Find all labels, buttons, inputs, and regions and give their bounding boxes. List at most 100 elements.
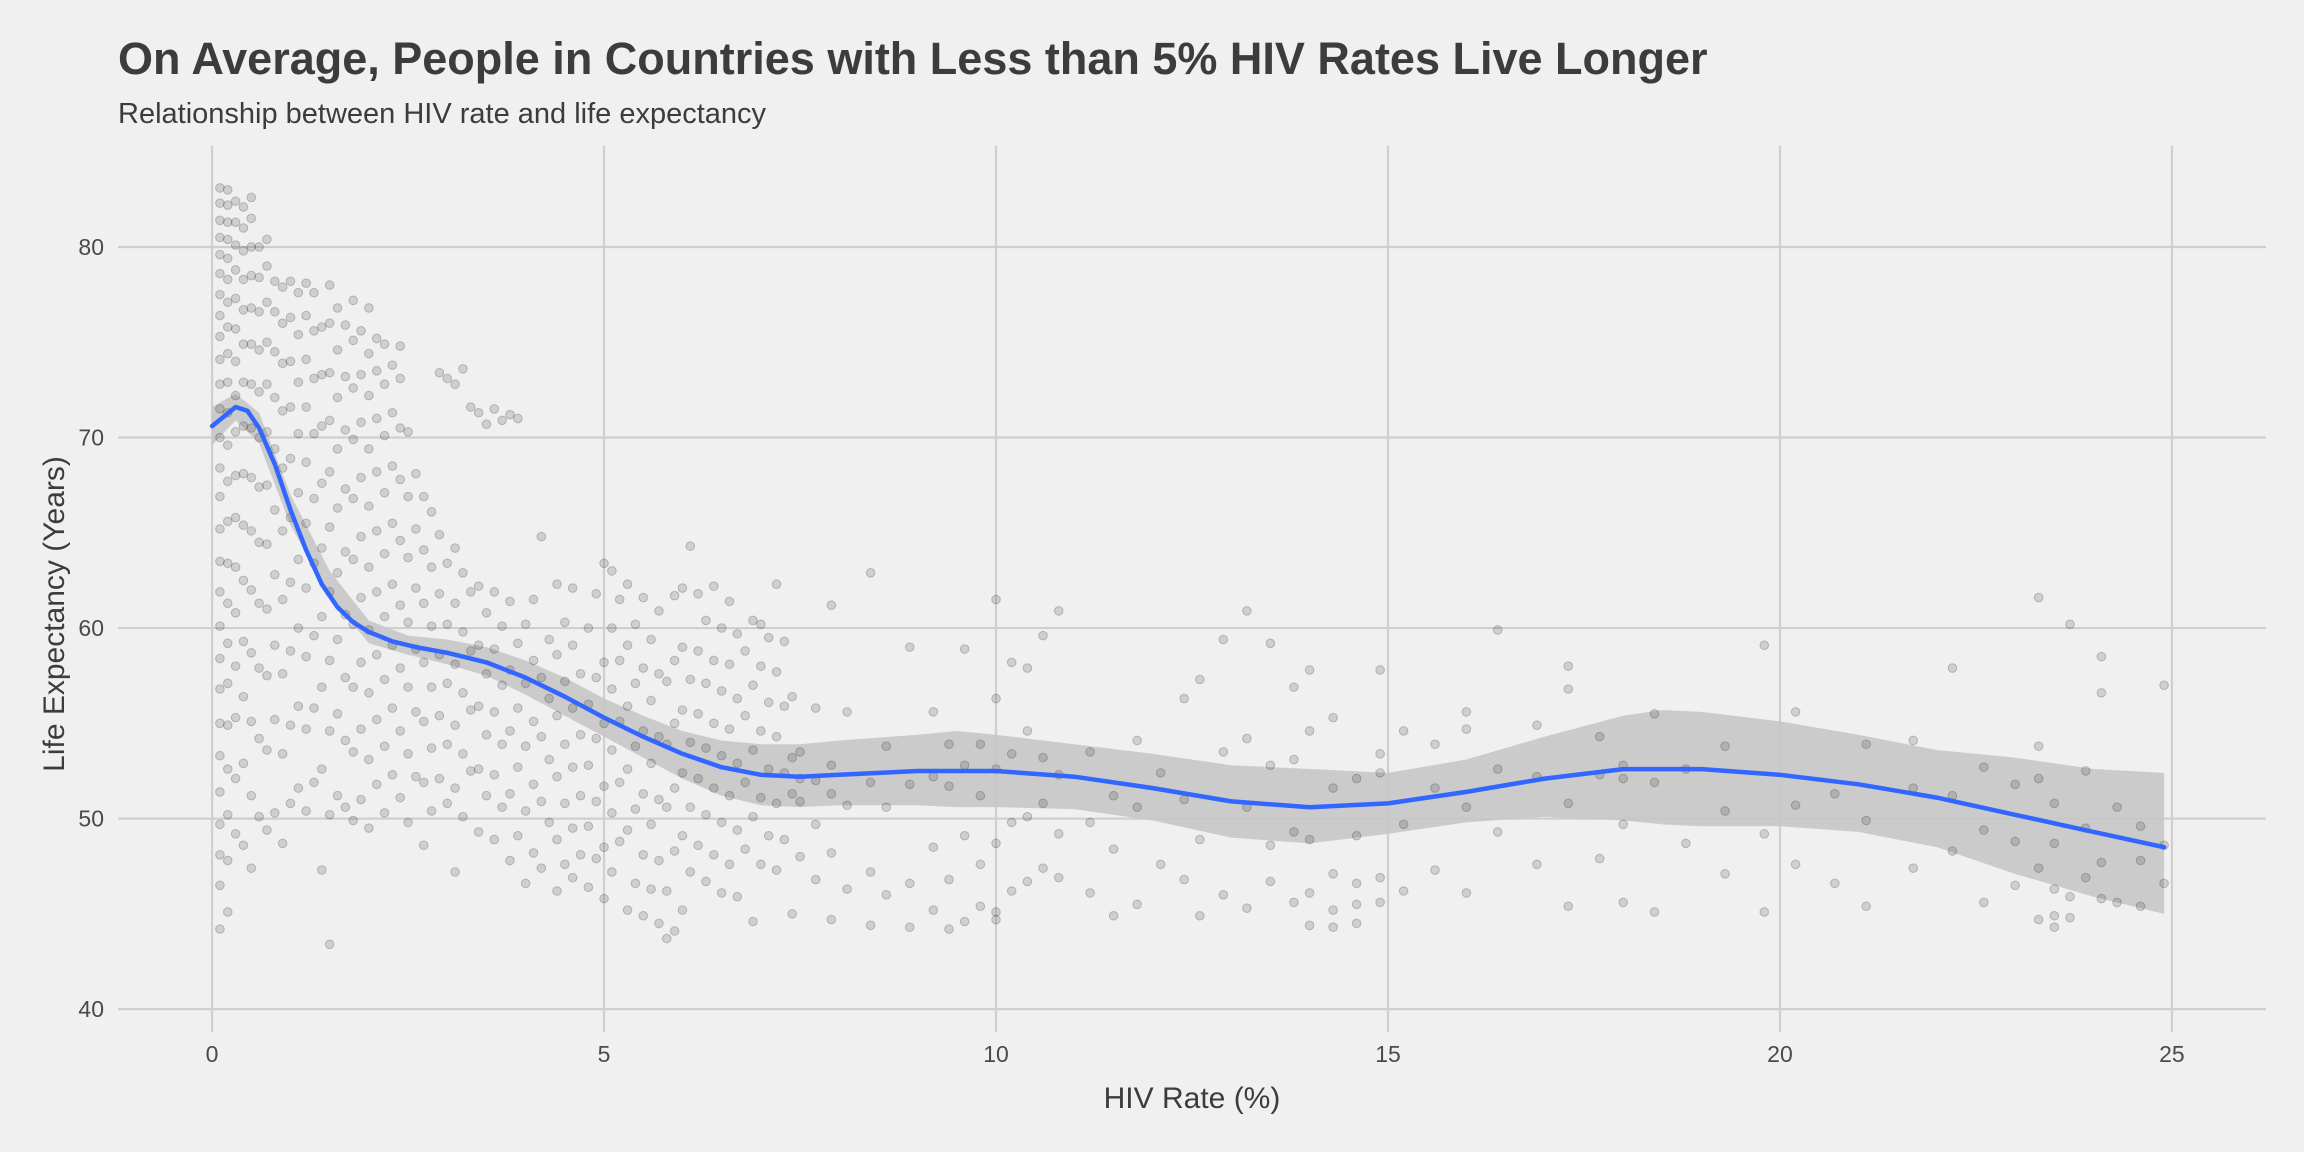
data-point — [442, 678, 453, 689]
data-point — [771, 731, 782, 742]
data-point — [599, 842, 609, 852]
data-point — [1563, 661, 1574, 671]
data-point — [222, 598, 233, 609]
data-point — [387, 518, 398, 529]
data-point — [630, 619, 641, 630]
data-point — [403, 427, 413, 437]
data-point — [301, 651, 311, 662]
data-point — [269, 346, 280, 357]
data-point — [262, 297, 272, 308]
data-point — [661, 676, 672, 687]
data-point — [607, 623, 617, 633]
data-point — [301, 806, 311, 816]
data-point — [230, 293, 241, 304]
data-point — [418, 491, 429, 502]
data-point — [497, 621, 507, 631]
data-point — [403, 749, 413, 759]
x-tick-label: 0 — [206, 1041, 219, 1067]
data-point — [1492, 625, 1503, 635]
data-point — [756, 859, 766, 870]
data-point — [560, 798, 570, 809]
data-point — [340, 425, 351, 435]
data-point — [340, 547, 351, 557]
data-point — [779, 834, 790, 845]
data-point — [371, 333, 382, 344]
data-point — [458, 749, 468, 759]
data-point — [262, 337, 272, 348]
data-point — [1195, 910, 1205, 921]
data-point — [309, 630, 319, 641]
data-point — [622, 905, 633, 915]
data-point — [1053, 872, 1064, 883]
data-point — [622, 825, 633, 835]
data-point — [324, 939, 335, 950]
data-point — [1618, 897, 1628, 908]
data-point — [622, 640, 633, 651]
data-point — [607, 867, 617, 877]
data-point — [583, 882, 594, 892]
data-point — [395, 423, 406, 433]
data-point — [701, 615, 711, 626]
data-point — [669, 590, 680, 601]
data-point — [513, 830, 523, 841]
data-point — [301, 310, 311, 321]
data-point — [277, 282, 288, 292]
data-point — [215, 198, 225, 208]
data-point — [2159, 680, 2169, 691]
data-point — [379, 339, 390, 349]
data-point — [426, 562, 437, 572]
data-point — [748, 745, 758, 755]
data-point — [771, 579, 782, 590]
data-point — [230, 773, 241, 784]
data-point — [324, 415, 335, 426]
data-point — [599, 657, 609, 668]
data-point — [552, 579, 562, 590]
data-point — [348, 815, 358, 826]
data-point — [591, 588, 602, 599]
data-point — [254, 663, 264, 673]
data-point — [826, 848, 837, 858]
data-point — [222, 322, 233, 332]
data-point — [426, 621, 437, 631]
data-point — [309, 287, 319, 298]
data-point — [481, 668, 492, 679]
data-point — [489, 644, 500, 654]
confidence-band — [212, 393, 2165, 914]
data-point — [748, 916, 758, 927]
data-point — [238, 840, 249, 851]
data-point — [575, 668, 586, 679]
data-point — [238, 202, 249, 212]
data-point — [332, 392, 343, 403]
data-point — [975, 739, 986, 750]
data-point — [1790, 859, 1801, 870]
data-point — [230, 427, 241, 437]
data-point — [1289, 754, 1299, 765]
data-point — [473, 407, 484, 418]
data-point — [332, 303, 343, 313]
data-point — [403, 682, 413, 692]
data-point — [254, 733, 264, 744]
data-point — [238, 377, 249, 388]
data-point — [2159, 878, 2169, 889]
data-point — [810, 703, 821, 713]
data-point — [1532, 720, 1542, 731]
data-point — [246, 213, 257, 224]
data-point — [881, 802, 892, 812]
data-point — [1430, 783, 1440, 793]
data-point — [575, 729, 586, 740]
data-point — [1978, 897, 1989, 908]
data-point — [975, 790, 986, 801]
data-point — [1649, 709, 1660, 719]
data-point — [324, 726, 335, 736]
data-point — [779, 701, 790, 711]
data-point — [1265, 876, 1276, 887]
data-point — [395, 663, 406, 673]
data-point — [630, 678, 641, 689]
data-point — [309, 777, 319, 788]
data-point — [1398, 819, 1409, 830]
data-point — [779, 636, 790, 647]
data-point — [716, 750, 727, 761]
data-point — [716, 623, 727, 633]
data-point — [614, 777, 625, 788]
data-point — [2135, 901, 2146, 912]
